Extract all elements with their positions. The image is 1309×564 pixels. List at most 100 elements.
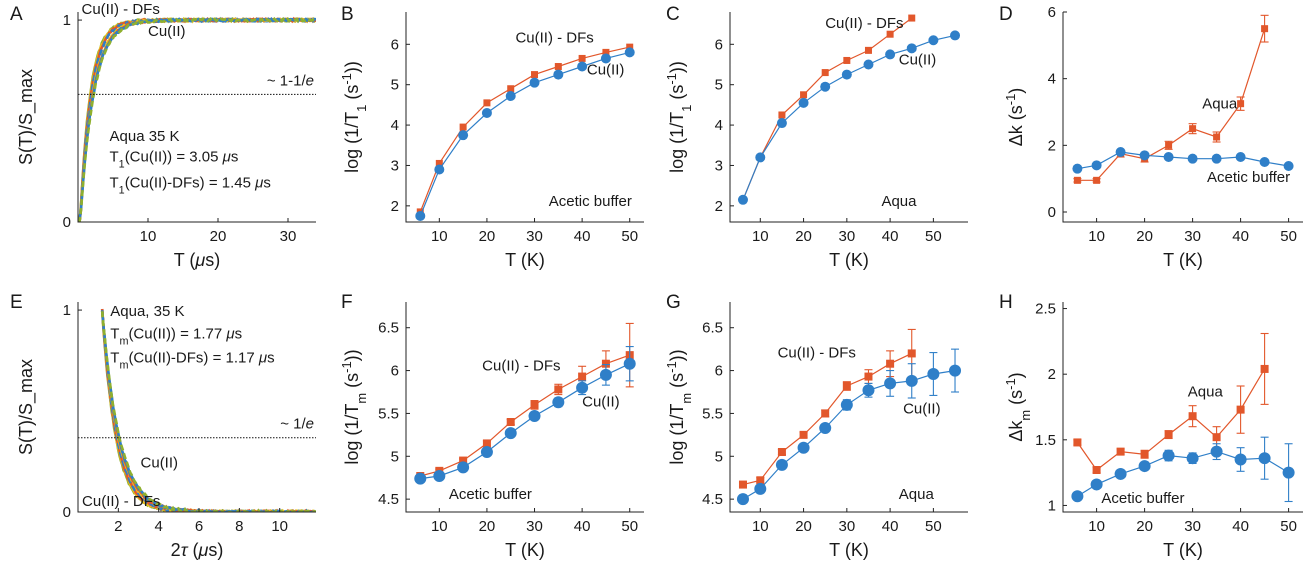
y-tick-label: 1 (1048, 497, 1056, 514)
data-point-acetic-buffer (1138, 460, 1151, 473)
data-point-cu-ii- (862, 384, 875, 397)
y-axis-label: log (1/T1 (s-1)) (339, 61, 369, 173)
data-point-cu-ii- (820, 81, 831, 92)
x-tick-label: 10 (1088, 518, 1105, 535)
data-point-cu-ii-dfs (908, 14, 916, 22)
annotation: Aqua (881, 193, 917, 210)
data-point-cu-ii- (624, 47, 635, 58)
data-point-cu-ii-dfs (777, 448, 786, 456)
data-point-acetic-buffer (1114, 467, 1127, 480)
annotation: Aqua, 35 K (110, 303, 184, 320)
x-tick-label: 40 (1232, 518, 1249, 535)
x-tick-label: 30 (838, 518, 855, 535)
annotation: Aqua (1188, 384, 1224, 401)
x-tick-label: 10 (752, 518, 769, 535)
data-point-cu-ii- (754, 482, 767, 495)
data-point-cu-ii-dfs (483, 99, 491, 107)
data-point-cu-ii- (927, 368, 940, 380)
data-point-aqua (1213, 133, 1221, 141)
plot-area (414, 322, 636, 485)
data-point-acetic-buffer (1187, 153, 1198, 164)
annotation: Acetic buffer (1207, 169, 1290, 186)
data-point-cu-ii-dfs (531, 71, 539, 79)
x-tick-label: 6 (195, 518, 203, 535)
data-point-cu-ii- (755, 152, 766, 163)
data-point-cu-ii- (776, 118, 787, 129)
data-point-cu-ii- (736, 493, 749, 506)
data-point-cu-ii-dfs (800, 91, 808, 99)
axis-lines (1062, 302, 1303, 513)
y-tick-label: 4 (391, 117, 399, 134)
x-tick-label: 50 (621, 228, 638, 245)
series-line-cu-ii- (420, 363, 630, 480)
data-point-cu-ii-dfs (459, 456, 468, 465)
data-point-cu-ii-dfs (864, 46, 872, 54)
y-tick-label: 5 (715, 77, 723, 94)
y-tick-label: 3 (715, 157, 723, 174)
y-tick-label: 6 (391, 36, 399, 53)
y-tick-label: 6.5 (702, 320, 723, 337)
annotation: Cu(II) (141, 455, 179, 472)
curve-cu-ii- (78, 16, 316, 222)
data-point-cu-ii- (775, 458, 788, 471)
data-point-acetic-buffer (1283, 161, 1294, 171)
annotation: Cu(II) - DFs (82, 493, 160, 510)
data-point-cu-ii- (504, 427, 517, 440)
annotation: Acetic buffer (1101, 490, 1184, 507)
data-point-aqua (1073, 176, 1081, 184)
data-point-acetic-buffer (1163, 152, 1174, 162)
y-axis-label: log (1/Tm (s-1)) (339, 349, 369, 464)
data-point-cu-ii- (529, 77, 540, 88)
y-tick-label: 6 (715, 36, 723, 53)
panel-letter: C (666, 4, 680, 25)
x-tick-label: 20 (479, 228, 496, 245)
x-tick-label: 10 (1088, 228, 1105, 245)
data-point-aqua (1237, 100, 1245, 108)
x-tick-label: 30 (526, 228, 543, 245)
panel-letter: G (666, 292, 681, 313)
annotation: Cu(II) (899, 52, 937, 69)
data-point-cu-ii- (737, 194, 748, 205)
x-tick-label: 30 (526, 518, 543, 535)
data-point-cu-ii- (481, 107, 492, 118)
data-point-cu-ii-dfs (578, 372, 587, 381)
panel-e: E 2 4 6 8 10 0 1 2τ (μs) S(T)/S_max ~ 1/e Aqua, 35 … (10, 292, 316, 560)
annotation: Aqua (1202, 96, 1238, 113)
data-point-cu-ii-dfs (601, 359, 610, 368)
x-tick-label: 4 (155, 518, 163, 535)
data-point-cu-ii- (577, 61, 588, 72)
x-tick-label: 20 (1136, 518, 1153, 535)
annotation: Cu(II) - DFs (825, 15, 903, 32)
x-tick-label: 8 (235, 518, 243, 535)
x-tick-label: 20 (1136, 228, 1153, 245)
data-point-cu-ii-dfs (886, 359, 895, 368)
y-tick-label: 5.5 (378, 405, 399, 422)
data-point-aqua (1260, 364, 1269, 373)
annotation: Cu(II) - DFs (482, 358, 560, 375)
data-point-cu-ii-dfs (842, 382, 851, 390)
x-axis-label: T (K) (829, 540, 869, 560)
data-point-cu-ii- (884, 377, 897, 390)
series-line-acetic-buffer (1077, 450, 1289, 497)
data-point-cu-ii- (798, 97, 809, 108)
data-point-acetic-buffer (1259, 157, 1270, 167)
data-point-cu-ii- (840, 398, 853, 411)
plot-area (1072, 14, 1294, 184)
panel-c: C 10 20 30 40 50 2 3 4 5 6 T (K) log (1/T1 (s-1)) Cu(… (664, 4, 968, 270)
curve-cu-ii-dfs (78, 17, 316, 222)
data-point-acetic-buffer (1282, 466, 1295, 479)
data-point-aqua (1116, 447, 1125, 456)
x-tick-label: 40 (574, 518, 591, 535)
reference-line-label: ~ 1-1/e (267, 72, 314, 89)
panel-b: B 10 20 30 40 50 2 3 4 5 6 T (K) log (1/T1 (s-1)) Cu(… (339, 4, 644, 270)
data-point-acetic-buffer (1071, 490, 1084, 503)
panel-a: A 10 20 30 0 1 T (μs) S(T)/S_max ~ 1-1/e Cu(II) -… (10, 1, 316, 270)
data-point-acetic-buffer (1235, 152, 1246, 162)
data-point-acetic-buffer (1090, 478, 1103, 491)
curve-cu-ii-dfs (100, 311, 316, 512)
curve-cu-ii-dfs (78, 16, 316, 222)
data-point-aqua (1212, 433, 1221, 442)
plot-area (1071, 332, 1295, 503)
data-point-acetic-buffer (1091, 160, 1102, 171)
